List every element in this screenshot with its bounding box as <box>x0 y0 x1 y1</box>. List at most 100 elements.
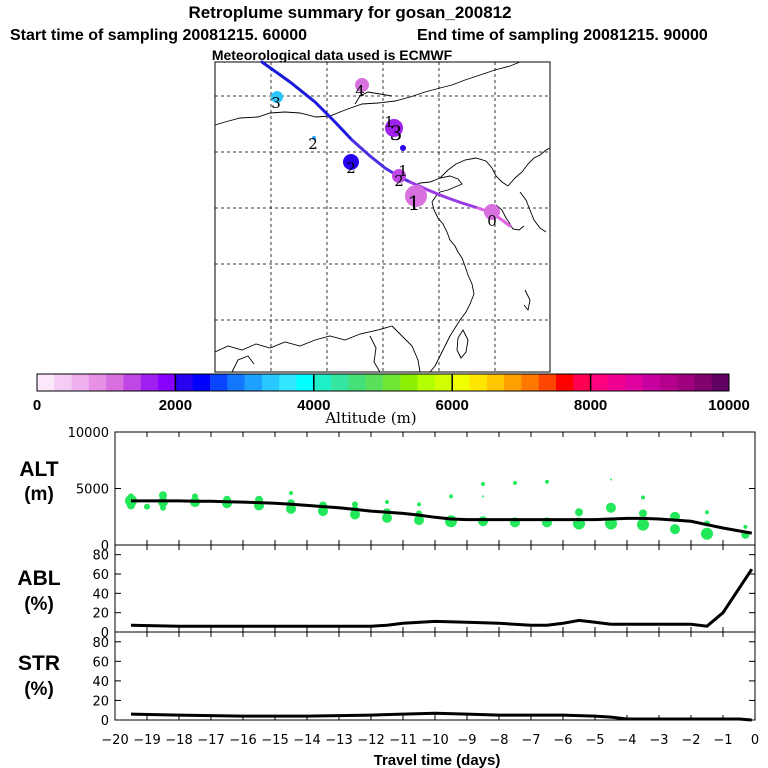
cluster-day-label-4: 2 <box>394 172 404 190</box>
x-tick-label--4: −4 <box>617 733 636 748</box>
abl-panel-ytick-label-60: 60 <box>92 568 109 583</box>
cluster-day-label-2: 1 <box>398 162 408 180</box>
colorbar-swatch-20 <box>383 374 401 391</box>
alt-point-13 <box>286 503 296 514</box>
colorbar-swatch-24 <box>452 374 470 391</box>
coastlines <box>214 61 551 373</box>
altitude-colorbar <box>36 373 730 392</box>
abl-unit-label: (%) <box>24 594 54 615</box>
colorbar-swatch-12 <box>244 374 263 391</box>
cluster-day-label-1: 1 <box>408 191 421 215</box>
alt-point-23 <box>385 500 389 505</box>
alt-point-48 <box>705 510 709 515</box>
colorbar-axis-label: Altitude (m) <box>324 409 416 427</box>
colorbar-swatch-16 <box>313 374 332 391</box>
alt-panel-frame <box>114 431 756 546</box>
x-tick-label--13: −13 <box>325 733 352 748</box>
alt-point-3 <box>144 503 150 510</box>
colorbar-swatch-14 <box>279 374 297 391</box>
subtitle-met-data: Meteorological data used is ECMWF <box>212 47 453 63</box>
str-panel: STR (%) 0 20 40 60 80 <box>18 631 756 729</box>
abl-panel-ytick-label-80: 80 <box>92 549 109 564</box>
x-tick-label-0: 0 <box>751 733 759 748</box>
cluster-day-label-8: 3 <box>271 94 281 112</box>
colorbar-swatch-35 <box>642 374 661 391</box>
cluster-day-label-3: 1 <box>384 113 394 131</box>
travel-time-axis: −20 −19 −18 −17 −16 −15 −14 −13 −12 −11 −10 −9 −8 −7−… <box>101 733 759 748</box>
alt-point-33 <box>513 480 517 485</box>
x-tick-label--20: −20 <box>101 733 128 748</box>
x-tick-label--6: −6 <box>553 733 572 748</box>
x-tick-label--8: −8 <box>489 733 508 748</box>
abl-panel-ytick-label-40: 40 <box>92 587 109 602</box>
alt-point-26 <box>417 502 421 507</box>
colorbar-swatch-10 <box>210 374 228 391</box>
colorbar-swatch-32 <box>590 374 609 391</box>
colorbar-tick-6000: 6000 <box>436 397 469 414</box>
alt-point-8 <box>192 493 198 500</box>
trajectory-segment-0 <box>260 60 354 142</box>
abl-line <box>130 568 754 628</box>
abl-panel-ytick-label-0: 0 <box>101 626 109 641</box>
colorbar-swatch-26 <box>486 374 505 391</box>
cluster-marker-4 <box>392 169 406 183</box>
str-unit-label: (%) <box>24 679 54 700</box>
colorbar-swatch-37 <box>677 374 695 391</box>
colorbar-swatch-13 <box>261 374 280 391</box>
alt-point-5 <box>159 491 167 500</box>
colorbar-swatch-8 <box>175 374 193 391</box>
colorbar-swatch-5 <box>123 374 142 391</box>
x-tick-label--11: −11 <box>389 733 416 748</box>
str-panel-frame <box>114 631 756 721</box>
cluster-marker-7 <box>385 119 403 137</box>
colorbar-swatch-15 <box>296 374 315 391</box>
alt-panel-ytick-label-0: 0 <box>101 539 109 554</box>
cluster-marker-5 <box>343 154 359 170</box>
colorbar-swatch-33 <box>607 374 626 391</box>
alt-point-31 <box>481 481 485 486</box>
x-tick-label--17: −17 <box>197 733 224 748</box>
colorbar-swatch-17 <box>331 374 349 391</box>
colorbar-swatch-19 <box>365 374 384 391</box>
cluster-marker-0 <box>484 204 500 220</box>
cluster-day-label-9: 4 <box>355 82 365 100</box>
alt-point-37 <box>575 508 583 517</box>
colorbar-swatch-23 <box>434 374 453 391</box>
x-tick-label--18: −18 <box>165 733 192 748</box>
travel-time-axis-label: Travel time (days) <box>374 752 501 768</box>
colorbar-swatch-29 <box>538 374 557 391</box>
colorbar-swatch-22 <box>417 374 436 391</box>
map-gridlines <box>215 62 550 372</box>
abl-panel-frame <box>114 544 756 633</box>
abl-label: ABL <box>17 567 60 590</box>
colorbar-swatch-27 <box>504 374 522 391</box>
alt-point-30 <box>482 495 484 498</box>
str-panel-ytick-label-40: 40 <box>92 675 109 690</box>
alt-point-6 <box>160 504 166 511</box>
x-tick-label--19: −19 <box>133 733 160 748</box>
abl-panel: ABL (%) 0 20 40 60 80 <box>17 544 756 641</box>
subtitle-end-time: End time of sampling 20081215. 90000 <box>417 27 708 44</box>
x-tick-label--1: −1 <box>713 733 732 748</box>
str-panel-ytick-label-0: 0 <box>101 714 109 729</box>
alt-label: ALT <box>19 458 58 481</box>
cluster-day-label-7: 3 <box>390 121 403 145</box>
cluster-day-label-0: 0 <box>487 212 497 230</box>
alt-point-29 <box>478 516 488 527</box>
x-tick-label--15: −15 <box>261 733 288 748</box>
alt-point-50 <box>743 524 748 529</box>
alt-point-24 <box>414 515 424 526</box>
colorbar-tick-10000: 10000 <box>708 397 750 414</box>
colorbar-swatch-4 <box>106 374 124 391</box>
colorbar-swatch-1 <box>54 374 72 391</box>
colorbar-swatch-6 <box>140 374 159 391</box>
colorbar-swatch-39 <box>711 374 730 391</box>
alt-point-42 <box>639 509 647 518</box>
colorbar-swatch-7 <box>158 374 176 391</box>
alt-point-39 <box>606 502 616 513</box>
alt-panel-ytick-label-10000: 10000 <box>68 426 109 441</box>
colorbar-swatch-11 <box>227 374 245 391</box>
colorbar-swatch-21 <box>400 374 418 391</box>
x-tick-label--5: −5 <box>585 733 604 748</box>
